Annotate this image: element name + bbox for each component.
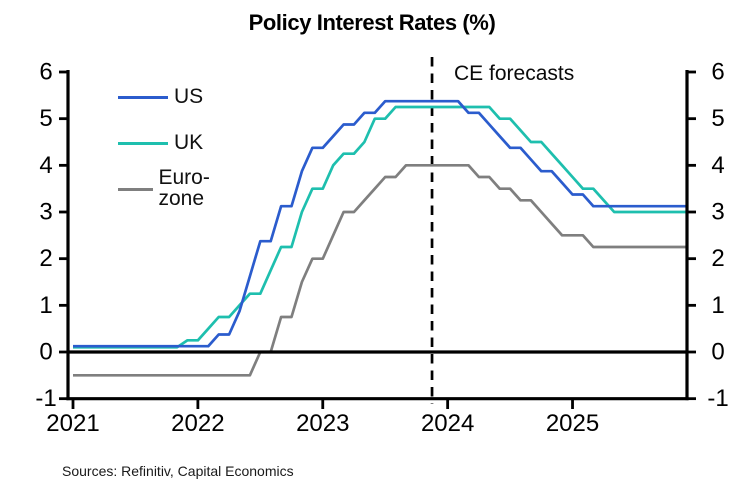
- x-axis-label: 2022: [171, 410, 224, 437]
- y-axis-label-right: 5: [711, 105, 724, 132]
- legend-label-eurozone: Euro-zone: [158, 166, 210, 210]
- y-axis-label-right: 1: [711, 292, 724, 319]
- eurozone-line: [73, 163, 687, 377]
- axis-ticks-and-labels: -1 -1 0 0 1 1 2 2 3 3 4 4 5 5 6 6 2021 2022 2023 2024 2025: [35, 59, 728, 438]
- x-axis-label: 2023: [296, 410, 349, 437]
- y-axis-label-left: 3: [39, 199, 52, 226]
- legend-item-us: US: [118, 86, 203, 108]
- us-line: [73, 99, 687, 348]
- y-axis-label-right: -1: [707, 385, 728, 412]
- sources-note: Sources: Refinitiv, Capital Economics: [62, 463, 294, 479]
- chart-title: Policy Interest Rates (%): [248, 10, 496, 35]
- x-axis-label: 2024: [421, 410, 474, 437]
- y-axis-label-left: -1: [35, 385, 56, 412]
- y-axis-label-left: 6: [39, 59, 52, 86]
- uk-line-swatch: [118, 141, 168, 145]
- y-axis-label-left: 0: [39, 339, 52, 366]
- y-axis-label-right: 2: [711, 245, 724, 272]
- y-axis-label-right: 3: [711, 199, 724, 226]
- y-axis-label-right: 4: [711, 152, 724, 179]
- x-axis-label: 2025: [546, 410, 599, 437]
- y-axis-label-left: 1: [39, 292, 52, 319]
- y-axis-label-left: 2: [39, 245, 52, 272]
- legend-label-us: US: [174, 84, 204, 108]
- legend-item-eurozone: Euro-zone: [118, 167, 225, 209]
- y-axis-label-left: 4: [39, 152, 52, 179]
- x-axis-label: 2021: [46, 410, 99, 437]
- axes: [66, 70, 689, 401]
- legend-item-uk: UK: [118, 132, 203, 154]
- y-axis-label-left: 5: [39, 105, 52, 132]
- y-axis-label-right: 0: [711, 339, 724, 366]
- eurozone-line-swatch: [118, 187, 153, 191]
- forecast-annotation-label: CE forecasts: [454, 62, 575, 85]
- us-line-swatch: [118, 95, 168, 99]
- legend-label-uk: UK: [174, 130, 204, 154]
- y-axis-label-right: 6: [711, 59, 724, 86]
